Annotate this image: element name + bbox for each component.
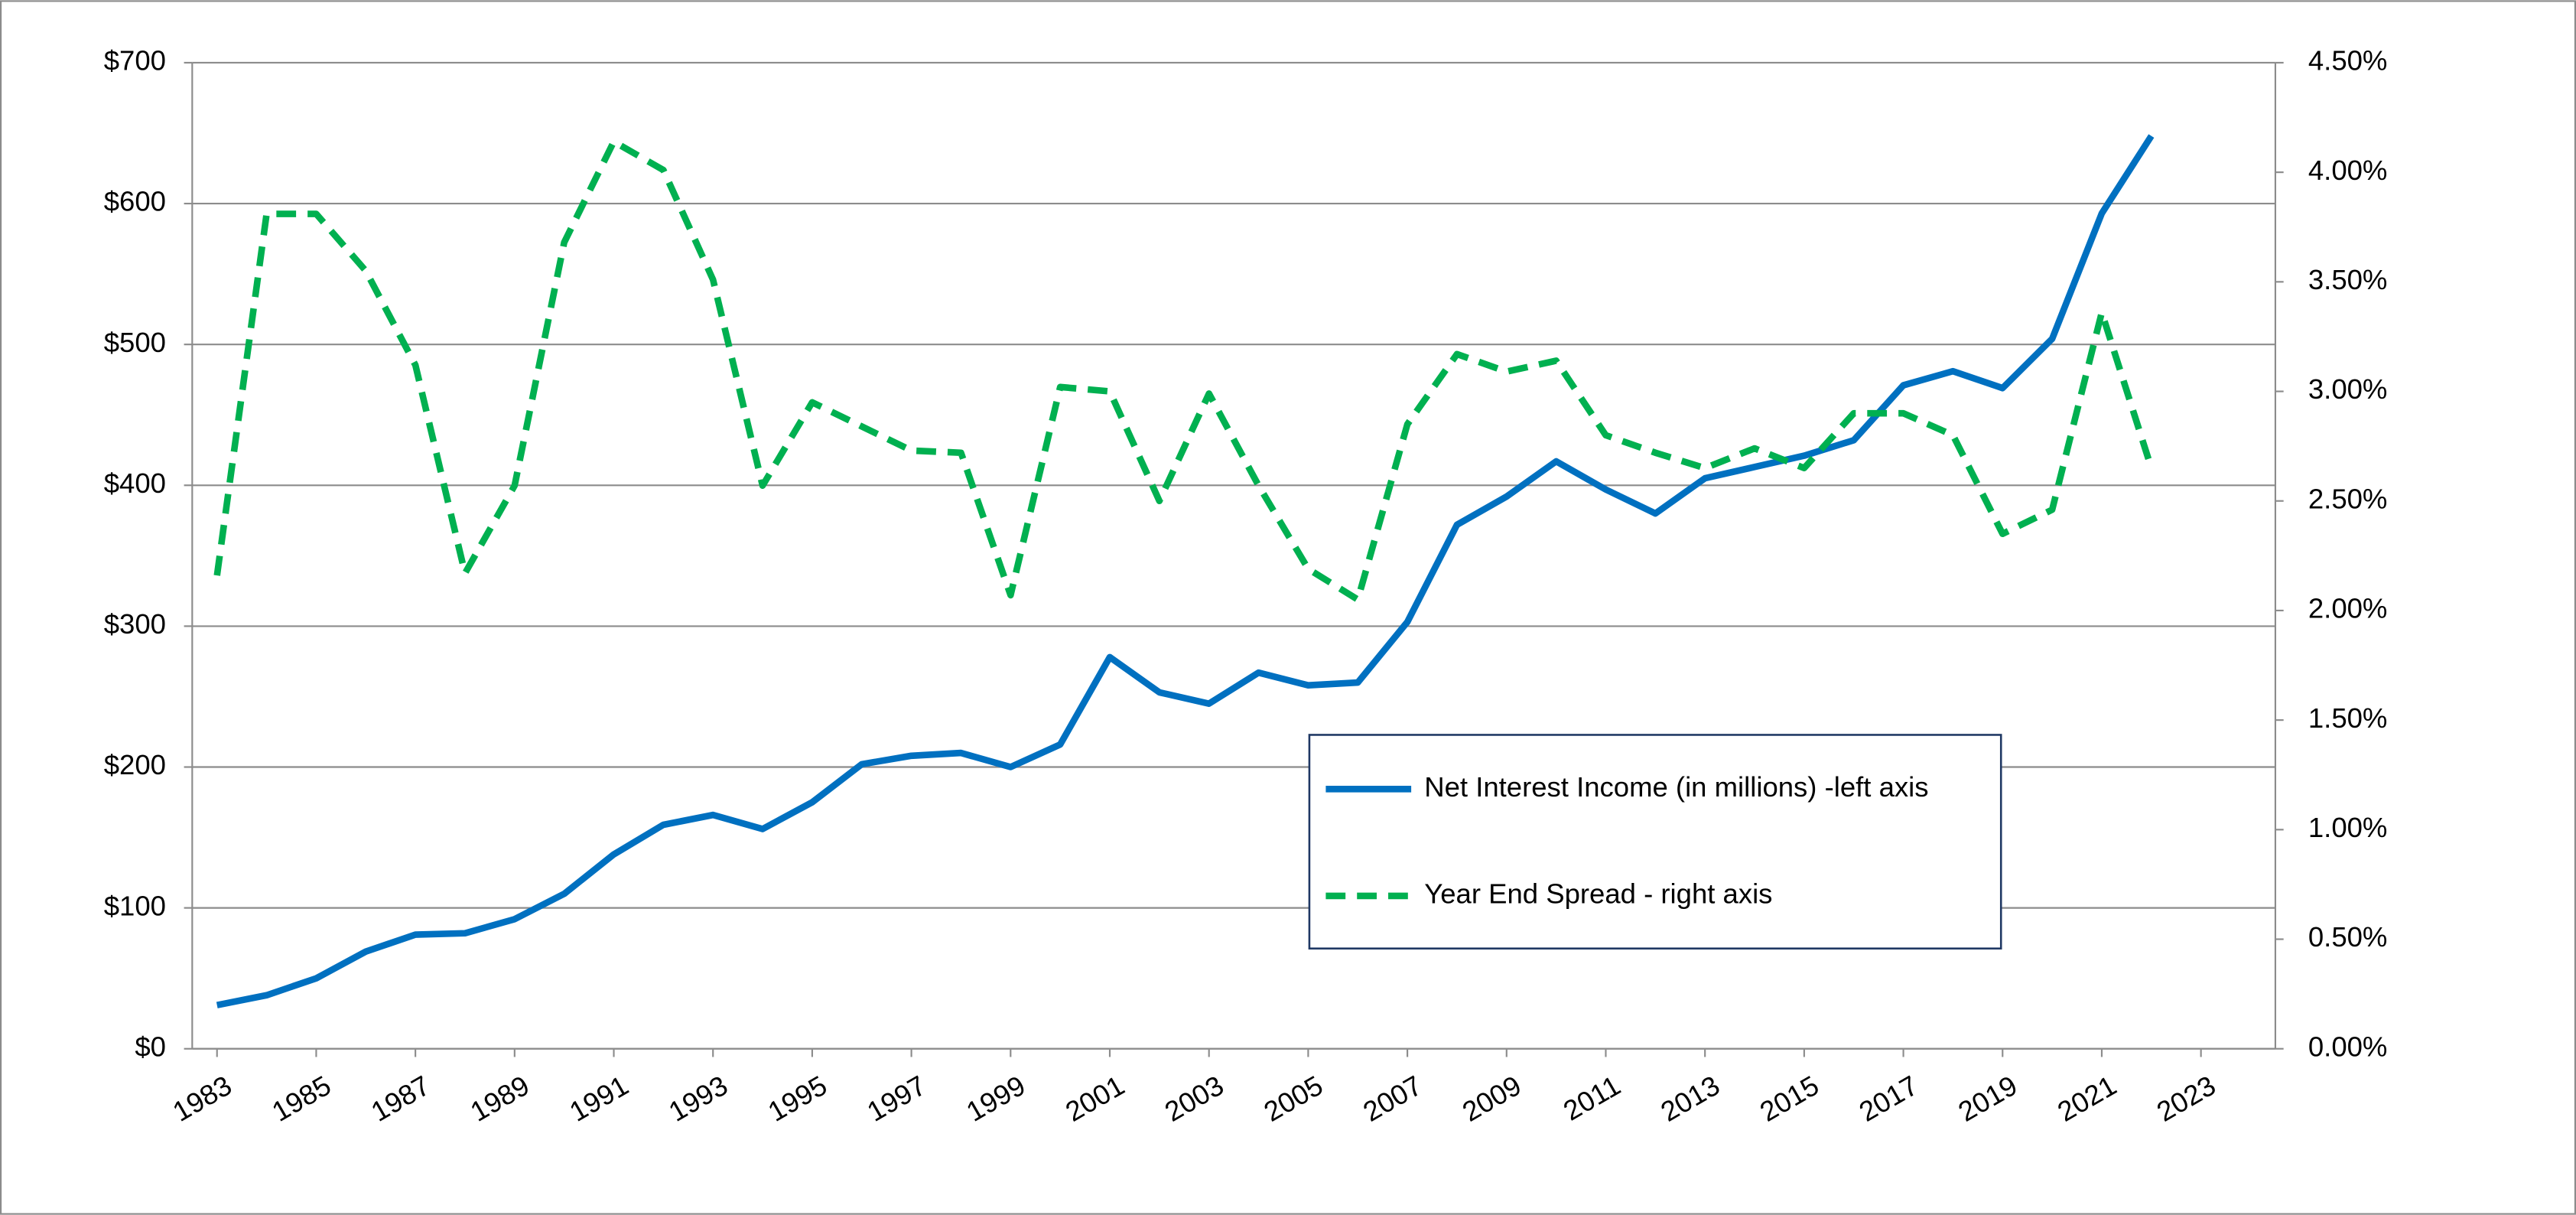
legend-label: Year End Spread - right axis bbox=[1424, 878, 1772, 910]
y-tick-label: $700 bbox=[104, 45, 166, 77]
y2-tick-label: 1.00% bbox=[2308, 812, 2388, 843]
y-tick-label: $300 bbox=[104, 608, 166, 640]
y2-tick-label: 3.00% bbox=[2308, 373, 2388, 405]
y-tick-label: $0 bbox=[135, 1031, 166, 1062]
y-tick-label: $100 bbox=[104, 890, 166, 921]
series-line bbox=[213, 138, 2155, 603]
y-tick-label: $600 bbox=[104, 186, 166, 217]
y-tick-label: $400 bbox=[104, 467, 166, 499]
y-tick-label: $500 bbox=[104, 327, 166, 358]
y2-tick-label: 2.50% bbox=[2308, 483, 2388, 514]
legend-box bbox=[1308, 734, 2002, 950]
y2-tick-label: 1.50% bbox=[2308, 702, 2388, 734]
y2-tick-label: 0.50% bbox=[2308, 921, 2388, 953]
y2-tick-label: 4.00% bbox=[2308, 155, 2388, 186]
y2-tick-label: 0.00% bbox=[2308, 1031, 2388, 1062]
y2-tick-label: 3.50% bbox=[2308, 264, 2388, 295]
y2-tick-label: 4.50% bbox=[2308, 45, 2388, 77]
y-tick-label: $200 bbox=[104, 749, 166, 780]
series-line bbox=[216, 134, 2155, 1008]
y2-tick-label: 2.00% bbox=[2308, 593, 2388, 624]
legend-label: Net Interest Income (in millions) -left … bbox=[1424, 771, 1928, 803]
